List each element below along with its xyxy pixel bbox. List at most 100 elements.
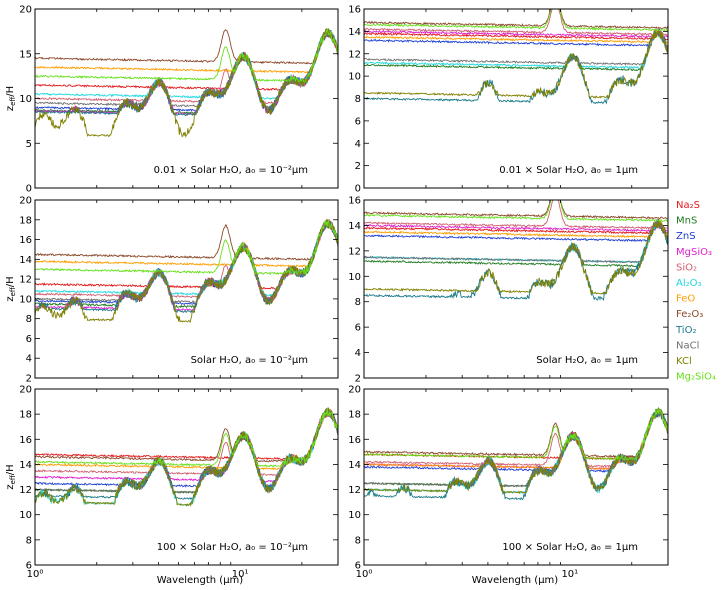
y-axis-label: zeff/H xyxy=(5,276,17,301)
y-tick-label: 5 xyxy=(26,139,32,150)
series-line-Al₂O₃ xyxy=(35,29,338,100)
series-line-ZnS xyxy=(35,408,338,489)
series-line-Fe₂O₃ xyxy=(364,200,668,220)
series-line-Na₂S xyxy=(35,409,338,461)
y-tick-label: 10 xyxy=(19,294,32,305)
y-tick-label: 6 xyxy=(355,323,361,334)
y-tick-label: 12 xyxy=(19,275,32,286)
y-axis-label: zeff/H xyxy=(5,86,17,111)
series-line-MnS xyxy=(364,219,668,268)
legend-entry: SiO₂ xyxy=(676,262,697,273)
y-tick-label: 10 xyxy=(19,510,32,521)
series-line-Mg₂SiO₄ xyxy=(364,200,668,223)
y-tick-label: 6 xyxy=(26,561,32,572)
panel-annotation: 0.01 × Solar H₂O, a₀ = 10⁻²μm xyxy=(154,165,308,176)
legend-entry: Al₂O₃ xyxy=(676,278,702,289)
y-tick-label: 10 xyxy=(348,272,361,283)
series-line-KCl xyxy=(364,219,668,295)
y-tick-label: 16 xyxy=(19,235,32,246)
y-tick-label: 8 xyxy=(26,535,32,546)
series-line-KCl xyxy=(364,407,668,495)
x-tick-label: 10¹ xyxy=(561,569,578,580)
plot-area xyxy=(35,218,338,324)
y-tick-label: 14 xyxy=(348,221,361,232)
legend-entry: FeO xyxy=(676,294,695,305)
y-tick-label: 20 xyxy=(348,385,361,396)
series-line-Mg₂SiO₄ xyxy=(35,408,338,468)
y-tick-label: 18 xyxy=(19,410,32,421)
legend: Na₂S MnS ZnS MgSiO₃ SiO₂ Al₂O₃ FeO Fe₂O₃ TiO₂ NaC… xyxy=(675,200,716,383)
series-line-MnS xyxy=(364,409,668,490)
y-tick-label: 14 xyxy=(19,255,32,266)
series-line-FeO xyxy=(364,30,668,44)
panel-top-left: 0 5 10 15 20 zeff/H 0.01 × Solar H₂O, a₀ = 10⁻… xyxy=(5,5,339,195)
panel-annotation: Solar H₂O, a₀ = 1μm xyxy=(536,355,638,366)
series-line-Al₂O₃ xyxy=(364,408,668,494)
plot-area xyxy=(35,28,338,138)
panel-middle-right: 2 4 6 8 10 12 14 16 Solar H₂O, a₀ = 1μm xyxy=(348,196,669,385)
series-line-FeO xyxy=(35,29,338,74)
series-line-Na₂S xyxy=(364,30,668,41)
series-line-NaCl xyxy=(364,408,668,490)
y-tick-label: 8 xyxy=(355,535,361,546)
y-tick-label: 12 xyxy=(348,485,361,496)
series-line-TiO₂ xyxy=(364,219,668,302)
y-tick-label: 14 xyxy=(348,460,361,471)
y-tick-label: 16 xyxy=(19,435,32,446)
panel-annotation: 0.01 × Solar H₂O, a₀ = 1μm xyxy=(499,165,638,176)
series-line-SiO₂ xyxy=(35,28,338,105)
series-line-NaCl xyxy=(364,221,668,264)
axes-frame xyxy=(34,199,339,379)
series-line-Fe₂O₃ xyxy=(35,29,338,65)
series-line-Mg₂SiO₄ xyxy=(364,9,668,32)
series-line-FeO xyxy=(35,219,338,268)
y-tick-label: 10 xyxy=(348,510,361,521)
series-line-SiO₂ xyxy=(364,200,668,230)
plot-area xyxy=(364,407,668,501)
y-tick-label: 20 xyxy=(19,385,32,396)
y-tick-label: 8 xyxy=(355,297,361,308)
y-tick-label: 2 xyxy=(355,161,361,172)
legend-entry: Fe₂O₃ xyxy=(676,309,703,320)
panel-annotation: 100 × Solar H₂O, a₀ = 10⁻²μm xyxy=(157,542,308,553)
x-tick-label: 10⁰ xyxy=(356,569,373,580)
y-tick-label: 15 xyxy=(19,49,32,60)
x-axis-label-left: Wavelength (μm) xyxy=(157,575,244,586)
panel-bottom-left: 6 8 10 12 14 16 18 20 10⁰ 10¹ zeff/H 100 × Solar H₂… xyxy=(5,385,339,580)
series-line-MgSiO₃ xyxy=(364,219,668,233)
axes-frame xyxy=(34,8,339,189)
axes-frame xyxy=(363,199,669,379)
y-tick-label: 12 xyxy=(19,485,32,496)
series-line-KCl xyxy=(35,218,338,324)
series-line-Fe₂O₃ xyxy=(364,9,668,30)
series-line-Fe₂O₃ xyxy=(364,408,668,459)
series-line-ZnS xyxy=(364,220,668,243)
series-line-Mg₂SiO₄ xyxy=(364,407,668,462)
legend-entry: ZnS xyxy=(676,231,696,242)
y-tick-label: 18 xyxy=(19,215,32,226)
y-tick-label: 2 xyxy=(26,374,32,385)
series-line-ZnS xyxy=(364,27,668,48)
y-tick-label: 0 xyxy=(26,184,32,195)
y-axis-label: zeff/H xyxy=(5,464,17,489)
panel-annotation: Solar H₂O, a₀ = 10⁻²μm xyxy=(191,355,308,366)
axes-frame xyxy=(363,388,669,566)
series-line-Na₂S xyxy=(364,218,668,235)
y-tick-label: 4 xyxy=(26,354,32,365)
y-tick-label: 16 xyxy=(348,196,361,207)
series-line-ZnS xyxy=(35,220,338,306)
axes-frame xyxy=(34,388,339,566)
plot-area xyxy=(364,200,668,302)
panels: 0 5 10 15 20 zeff/H 0.01 × Solar H₂O, a₀ = 10⁻… xyxy=(5,5,669,580)
legend-entry: NaCl xyxy=(676,340,699,351)
series-line-KCl xyxy=(35,28,338,138)
series-line-KCl xyxy=(364,30,668,99)
series-line-NaCl xyxy=(35,406,338,494)
legend-entry: MnS xyxy=(676,216,697,227)
y-tick-label: 4 xyxy=(355,348,361,359)
plot-area xyxy=(364,9,668,105)
y-tick-label: 14 xyxy=(19,460,32,471)
y-tick-label: 6 xyxy=(26,334,32,345)
series-line-Al₂O₃ xyxy=(364,28,668,70)
panel-middle-left: 2 4 6 8 10 12 14 16 18 20 zeff/H Solar H₂O, a₀ = 10… xyxy=(5,196,339,385)
